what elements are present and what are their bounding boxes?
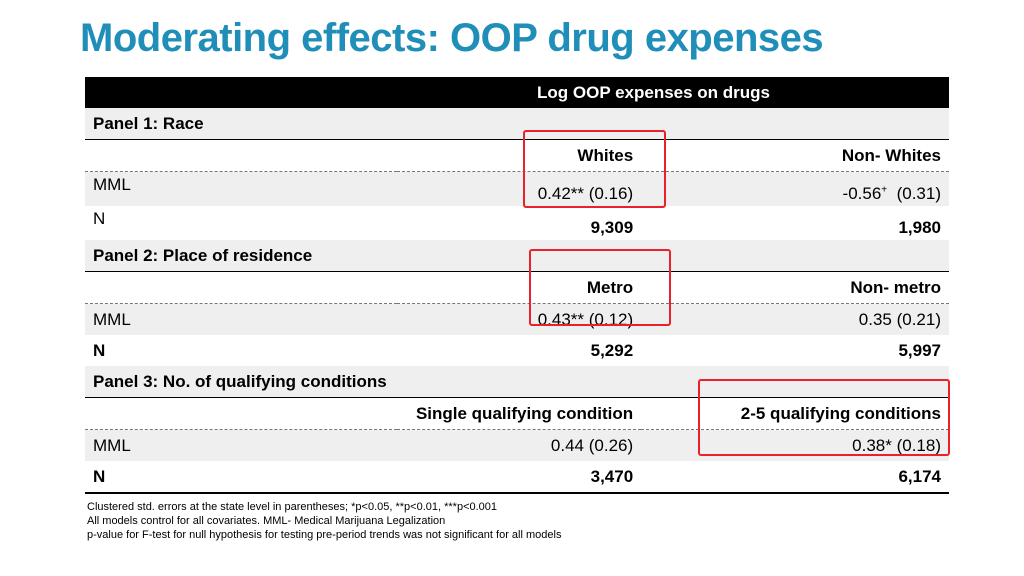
panel-1-n-row: N 9,309 1,980 <box>85 206 949 240</box>
mml-estimate: 0.35 (0.21) <box>641 303 949 335</box>
sample-size: 9,309 <box>590 218 634 237</box>
panel-2-mml-row: MML 0.43** (0.12) 0.35 (0.21) <box>85 303 949 335</box>
mml-estimate: 0.43** (0.12) <box>396 303 642 335</box>
table-header-row: Log OOP expenses on drugs <box>85 77 949 108</box>
column-header: Non- Whites <box>641 139 949 172</box>
highlight-box-metro <box>529 249 671 326</box>
footnotes: Clustered std. errors at the state level… <box>87 500 561 542</box>
footnote: All models control for all covariates. M… <box>87 515 446 527</box>
panel-3-mml-row: MML 0.44 (0.26) 0.38* (0.18) <box>85 429 949 461</box>
panel-label: Panel 1: Race <box>85 108 949 140</box>
sample-size: 5,292 <box>590 340 634 360</box>
sample-size: 3,470 <box>396 461 642 494</box>
row-label: N <box>85 461 397 494</box>
panel-1-label-row: Panel 1: Race <box>85 108 949 140</box>
panel-label: Panel 2: Place of residence <box>85 240 949 272</box>
row-label: N <box>93 209 106 228</box>
panel-2-column-header-row: Metro Non- metro <box>85 271 949 304</box>
column-header: Metro <box>396 271 642 304</box>
footnote: Clustered std. errors at the state level… <box>87 501 498 513</box>
column-header: Whites <box>396 139 642 172</box>
row-label: MML <box>85 429 397 461</box>
panel-1-column-header-row: Whites Non- Whites <box>85 139 949 172</box>
footnote: p-value for F-test for null hypothesis f… <box>87 529 562 541</box>
mml-estimate: 0.44 (0.26) <box>396 429 642 461</box>
table-header: Log OOP expenses on drugs <box>85 77 949 108</box>
mml-estimate: 0.42** (0.16) <box>396 171 642 206</box>
results-table: Log OOP expenses on drugs Panel 1: Race … <box>85 77 949 494</box>
sample-size: 1,980 <box>898 218 941 237</box>
panel-2-label-row: Panel 2: Place of residence <box>85 240 949 272</box>
significance-marker: + <box>881 184 888 196</box>
row-label: MML <box>85 303 397 335</box>
panel-2-n-row: N 5,292 5,997 <box>85 335 949 366</box>
slide-title: Moderating effects: OOP drug expenses <box>80 16 824 60</box>
panel-3-label-row: Panel 3: No. of qualifying conditions <box>85 366 949 398</box>
sample-size: 5,997 <box>898 340 941 360</box>
sample-size: 6,174 <box>641 461 949 494</box>
mml-estimate: -0.56+ (0.31) <box>641 171 949 206</box>
panel-1-mml-row: MML 0.42** (0.16) -0.56+ (0.31) <box>85 171 949 206</box>
column-header: 2-5 qualifying conditions <box>641 397 949 430</box>
panel-label: Panel 3: No. of qualifying conditions <box>85 366 949 398</box>
panel-3-column-header-row: Single qualifying condition 2-5 qualifyi… <box>85 397 949 430</box>
row-label: N <box>93 340 106 360</box>
highlight-box-whites <box>523 130 666 208</box>
highlight-box-qualifying-conditions <box>698 379 950 456</box>
column-header: Non- metro <box>641 271 949 304</box>
panel-3-n-row: N 3,470 6,174 <box>85 461 949 494</box>
column-header: Single qualifying condition <box>396 397 642 430</box>
row-label: MML <box>85 171 397 206</box>
